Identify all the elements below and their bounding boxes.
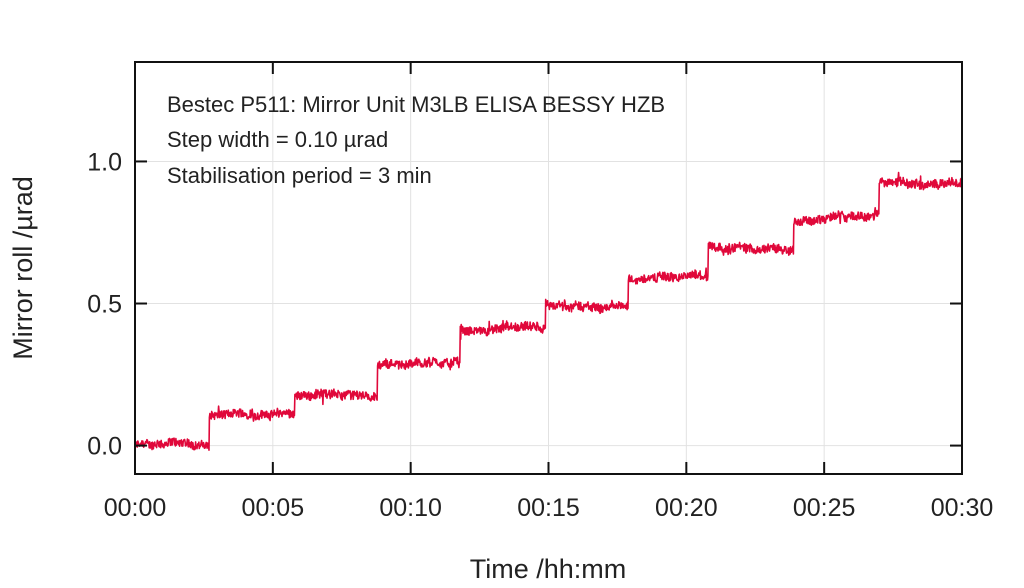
annotation-line-2: Step width = 0.10 µrad bbox=[167, 127, 388, 152]
series-mirror-roll bbox=[134, 171, 963, 452]
y-tick-label: 1.0 bbox=[87, 148, 122, 176]
x-tick-label: 00:30 bbox=[931, 494, 994, 522]
annotation-line-3: Stabilisation period = 3 min bbox=[167, 163, 432, 188]
annotation-block: Bestec P511: Mirror Unit M3LB ELISA BESS… bbox=[167, 92, 665, 188]
x-tick-label: 00:05 bbox=[242, 494, 305, 522]
grid bbox=[134, 62, 963, 474]
x-tick-label: 00:15 bbox=[517, 494, 580, 522]
y-tick-label: 0.0 bbox=[87, 433, 122, 461]
y-tick-label: 0.5 bbox=[87, 291, 122, 319]
x-axis-label: Time /hh:mm bbox=[470, 554, 627, 584]
x-tick-label: 00:25 bbox=[793, 494, 856, 522]
annotation-line-1: Bestec P511: Mirror Unit M3LB ELISA BESS… bbox=[167, 92, 665, 117]
x-tick-label: 00:10 bbox=[379, 494, 442, 522]
y-axis-label: Mirror roll /µrad bbox=[8, 176, 38, 360]
series-line-mirror-roll bbox=[134, 171, 963, 452]
x-tick-label: 00:00 bbox=[104, 494, 167, 522]
ticks: 00:00 00:05 00:10 00:15 00:20 00:25 00:30 0.0 0.… bbox=[87, 62, 993, 522]
x-tick-label: 00:20 bbox=[655, 494, 718, 522]
